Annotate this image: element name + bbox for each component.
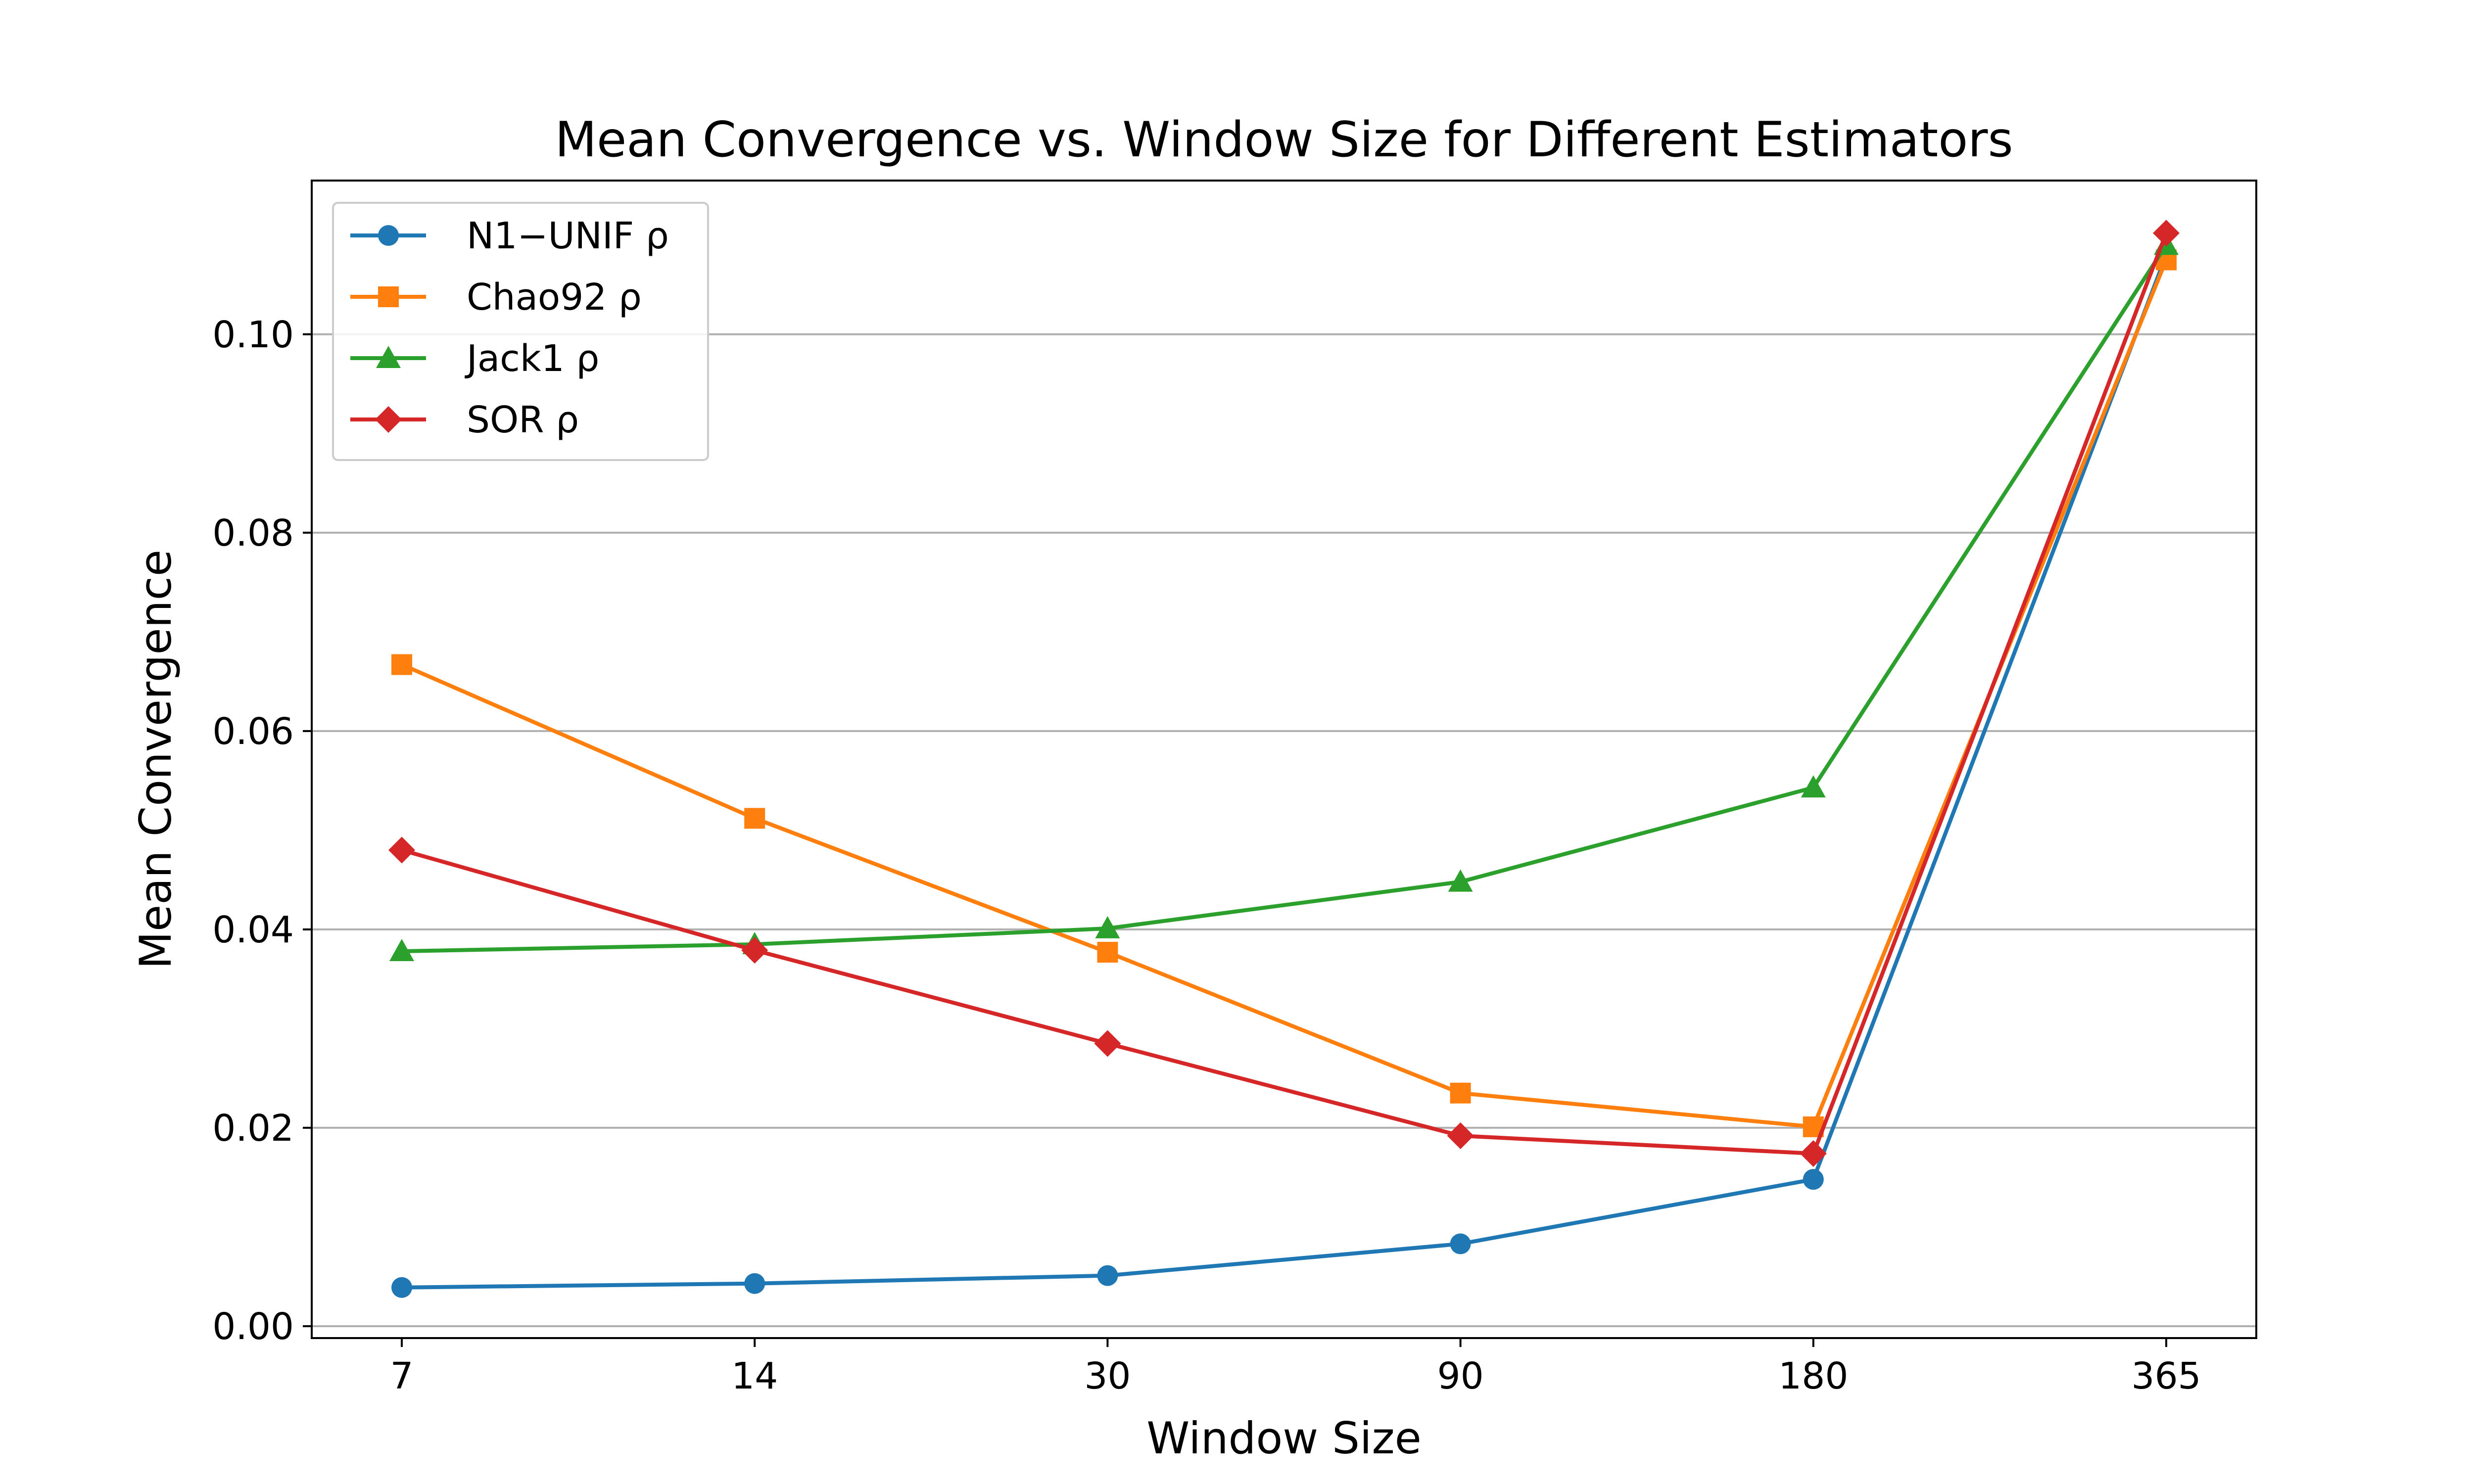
- x-tick-label: 180: [1778, 1355, 1848, 1397]
- series-circle: [391, 244, 2177, 1298]
- data-point-marker: [1803, 1169, 1824, 1190]
- legend-box: [332, 202, 709, 461]
- chart-title: Mean Convergence vs. Window Size for Dif…: [555, 112, 2013, 168]
- legend-marker: [376, 346, 401, 368]
- ticks-layer: 0.00 0.02 0.04 0.06 0.08 0.10 7 14 30 90 180 365: [212, 314, 2201, 1397]
- legend-label: Chao92 ρ: [467, 276, 642, 319]
- data-point-marker: [391, 654, 412, 675]
- data-point-marker: [1094, 1030, 1121, 1057]
- y-tick-label: 0.06: [212, 710, 294, 753]
- y-axis-label: Mean Convergence: [130, 550, 181, 969]
- data-point-marker: [389, 938, 414, 961]
- y-tick-label: 0.08: [212, 512, 294, 555]
- data-point-marker: [744, 1273, 765, 1294]
- data-point-marker: [391, 1277, 412, 1298]
- legend-entry: Jack1 ρ: [350, 337, 599, 380]
- series-diamond: [388, 220, 2180, 1167]
- x-tick-label: 365: [2131, 1355, 2201, 1397]
- data-point-marker: [1801, 775, 1826, 798]
- x-tick-label: 90: [1437, 1355, 1484, 1397]
- y-tick-label: 0.02: [212, 1107, 294, 1150]
- legend-entry: N1−UNIF ρ: [350, 215, 669, 257]
- data-point-marker: [1448, 869, 1473, 892]
- series-line: [401, 232, 2168, 1156]
- data-point-marker: [2153, 220, 2180, 247]
- x-tick-label: 7: [390, 1355, 413, 1397]
- series-line: [401, 254, 2168, 1290]
- y-tick-label: 0.00: [212, 1305, 294, 1348]
- legend-marker: [378, 225, 399, 246]
- y-tick-label: 0.10: [212, 314, 294, 356]
- grid-layer: [312, 333, 2256, 1327]
- y-tick-label: 0.04: [212, 909, 294, 951]
- data-point-marker: [1097, 1265, 1118, 1286]
- legend-entry: Chao92 ρ: [350, 276, 642, 319]
- series-square: [391, 249, 2177, 1137]
- legend-label: SOR ρ: [467, 399, 579, 441]
- series-layer: [388, 220, 2180, 1298]
- data-point-marker: [1450, 1082, 1471, 1104]
- data-point-marker: [1097, 942, 1118, 963]
- data-point-marker: [388, 836, 415, 864]
- legend: N1−UNIF ρ Chao92 ρ Jack1 ρ SOR ρ: [332, 202, 709, 461]
- series-line: [401, 259, 2168, 1129]
- x-tick-label: 30: [1084, 1355, 1131, 1397]
- data-point-marker: [1450, 1233, 1471, 1254]
- plot-frame: [311, 180, 2257, 1339]
- data-point-marker: [1800, 1140, 1827, 1167]
- data-point-marker: [1447, 1122, 1474, 1149]
- x-axis-label: Window Size: [1146, 1413, 1422, 1464]
- legend-entry: SOR ρ: [350, 399, 579, 441]
- legend-marker: [375, 406, 402, 433]
- legend-label: N1−UNIF ρ: [467, 215, 669, 257]
- data-point-marker: [744, 808, 765, 829]
- legend-label: Jack1 ρ: [465, 337, 599, 380]
- legend-marker: [378, 286, 399, 307]
- data-point-marker: [1095, 916, 1120, 938]
- series-line: [401, 244, 2168, 953]
- x-tick-label: 14: [731, 1355, 778, 1397]
- data-point-marker: [741, 936, 768, 964]
